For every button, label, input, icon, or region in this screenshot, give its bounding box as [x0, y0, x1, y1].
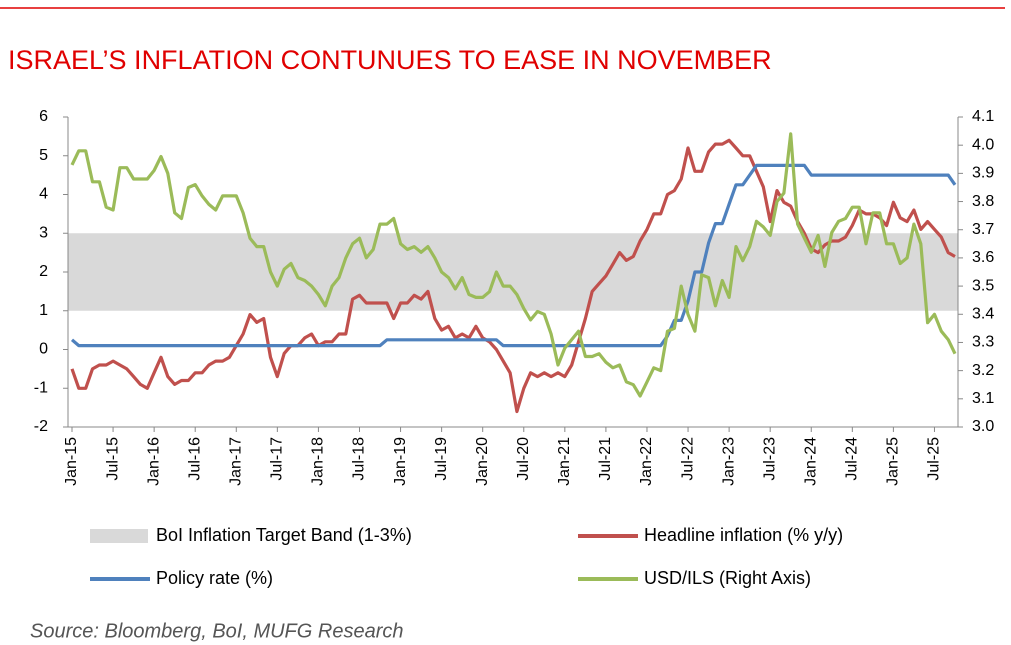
y-tick-label: 4: [39, 186, 48, 203]
x-tick-label: Jul-19: [433, 437, 450, 481]
y2-tick-label: 3.7: [972, 221, 994, 238]
x-tick-label: Jul-16: [186, 437, 203, 481]
x-tick-label: Jan-18: [310, 437, 327, 486]
y2-tick-label: 3.6: [972, 249, 994, 266]
chart-title: ISRAEL’S INFLATION CONTUNUES TO EASE IN …: [8, 45, 772, 75]
y2-tick-label: 3.8: [972, 193, 994, 210]
y-tick-label: 2: [39, 263, 48, 280]
legend-label: Headline inflation (% y/y): [644, 525, 843, 545]
legend-label: USD/ILS (Right Axis): [644, 568, 811, 588]
x-tick-label: Jan-16: [145, 437, 162, 486]
series-line: [70, 132, 957, 398]
source-note: Source: Bloomberg, BoI, MUFG Research: [30, 620, 403, 642]
y2-tick-label: 3.2: [972, 362, 994, 379]
y-tick-label: 1: [39, 302, 48, 319]
x-tick-label: Jan-20: [474, 437, 491, 486]
series-line: [70, 163, 957, 348]
y2-tick-label: 3.4: [972, 305, 994, 322]
x-tick-label: Jul-17: [269, 437, 286, 481]
x-tick-label: Jul-18: [351, 437, 368, 481]
y2-tick-label: 3.3: [972, 334, 994, 351]
x-tick-label: Jul-23: [761, 437, 778, 481]
x-tick-label: Jan-15: [63, 437, 80, 486]
x-tick-label: Jan-23: [720, 437, 737, 486]
y-tick-label: -1: [34, 379, 48, 396]
x-tick-label: Jul-15: [104, 437, 121, 481]
x-tick-label: Jan-25: [885, 437, 902, 486]
y2-tick-label: 3.5: [972, 277, 994, 294]
y2-tick-label: 3.0: [972, 418, 994, 435]
x-tick-label: Jan-21: [556, 437, 573, 486]
y2-tick-label: 3.9: [972, 165, 994, 182]
legend-swatch: [90, 529, 148, 543]
x-tick-label: Jan-17: [227, 437, 244, 486]
legend-label: BoI Inflation Target Band (1-3%): [156, 525, 412, 545]
x-tick-label: Jul-21: [597, 437, 614, 481]
x-tick-label: Jul-25: [926, 437, 943, 481]
legend-label: Policy rate (%): [156, 568, 273, 588]
x-tick-label: Jan-19: [392, 437, 409, 486]
y-tick-label: 3: [39, 224, 48, 241]
x-tick-label: Jul-24: [844, 437, 861, 481]
x-tick-label: Jan-24: [802, 437, 819, 486]
x-tick-label: Jul-20: [515, 437, 532, 481]
x-tick-label: Jul-22: [679, 437, 696, 481]
x-tick-label: Jan-22: [638, 437, 655, 486]
y2-tick-label: 3.1: [972, 390, 994, 407]
y-tick-label: 0: [39, 341, 48, 358]
y-tick-label: 6: [39, 108, 48, 125]
y2-tick-label: 4.0: [972, 136, 994, 153]
y2-tick-label: 4.1: [972, 108, 994, 125]
y-tick-label: -2: [34, 418, 48, 435]
series-line: [70, 138, 956, 414]
y-tick-label: 5: [39, 147, 48, 164]
